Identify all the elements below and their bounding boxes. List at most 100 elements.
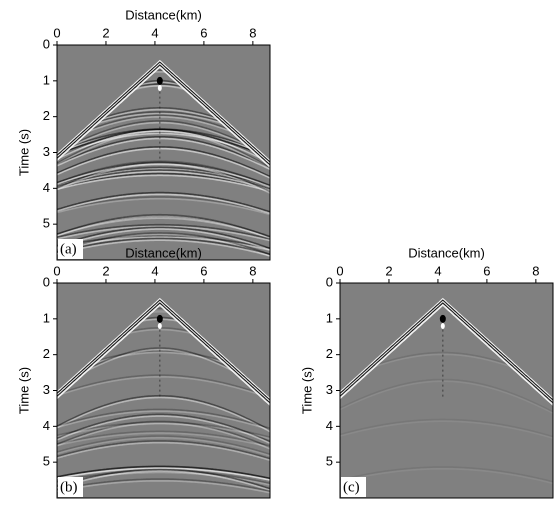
y-axis-title: Time (s) xyxy=(299,367,314,414)
reflection xyxy=(57,170,270,191)
reflection xyxy=(57,441,270,462)
x-tick-label: 8 xyxy=(249,25,256,40)
y-tick-label: 5 xyxy=(43,454,50,469)
x-tick-label: 2 xyxy=(102,263,109,278)
reflection xyxy=(81,347,239,374)
y-tick-label: 3 xyxy=(43,144,50,159)
reflection xyxy=(57,174,270,193)
reflection xyxy=(57,415,270,445)
reflection xyxy=(57,146,270,178)
reflection xyxy=(57,467,270,481)
reflection xyxy=(57,239,270,257)
y-tick-label: 0 xyxy=(326,274,333,289)
x-tick-label: 0 xyxy=(53,25,60,40)
x-tick-label: 6 xyxy=(483,263,490,278)
seismic-image xyxy=(57,283,270,498)
reflection xyxy=(57,410,270,431)
reflection xyxy=(57,423,270,440)
reflection xyxy=(57,236,270,252)
reflection xyxy=(57,422,270,450)
y-tick-label: 5 xyxy=(326,454,333,469)
x-tick-label: 4 xyxy=(151,263,158,278)
reflection xyxy=(57,234,270,250)
reflection xyxy=(91,112,229,126)
image-background xyxy=(57,45,270,260)
reflection xyxy=(340,467,553,485)
x-tick-label: 8 xyxy=(532,263,539,278)
reflection xyxy=(57,166,270,188)
reflection xyxy=(370,351,516,368)
x-tick-label: 0 xyxy=(53,263,60,278)
direct-wave xyxy=(57,302,270,405)
y-tick-label: 2 xyxy=(326,346,333,361)
reflection xyxy=(57,435,270,456)
direct-wave xyxy=(340,303,553,407)
reflection xyxy=(57,232,270,256)
x-tick-label: 2 xyxy=(385,263,392,278)
direct-wave xyxy=(340,297,553,401)
direct-wave xyxy=(340,299,553,402)
reflection xyxy=(367,353,518,370)
reflection xyxy=(57,225,270,242)
seismic-image xyxy=(340,283,553,498)
x-tick-label: 2 xyxy=(102,25,109,40)
reflection xyxy=(57,421,270,438)
panel-label: (a) xyxy=(60,241,77,257)
reflection xyxy=(57,161,270,193)
reflection xyxy=(57,161,270,187)
image-background xyxy=(57,283,270,498)
reflection xyxy=(340,380,553,415)
x-tick-label: 4 xyxy=(434,263,441,278)
x-tick-label: 0 xyxy=(336,263,343,278)
reflection xyxy=(57,468,270,490)
image-background xyxy=(340,283,553,498)
reflection xyxy=(57,467,270,481)
panel-label: (c) xyxy=(343,479,360,495)
y-tick-label: 3 xyxy=(326,382,333,397)
direct-wave xyxy=(57,300,270,404)
y-tick-label: 0 xyxy=(43,36,50,51)
reflection xyxy=(57,226,270,250)
x-axis-title: Distance(km) xyxy=(125,7,202,22)
reflection xyxy=(340,378,553,413)
reflection xyxy=(57,430,270,447)
direct-wave xyxy=(57,297,270,401)
x-tick-label: 4 xyxy=(151,25,158,40)
y-axis-title: Time (s) xyxy=(16,367,31,414)
y-tick-label: 2 xyxy=(43,108,50,123)
reflection xyxy=(57,130,270,163)
reflection xyxy=(57,228,270,251)
y-tick-label: 5 xyxy=(43,216,50,231)
reflection xyxy=(57,465,270,480)
reflection xyxy=(57,394,270,432)
apex-event xyxy=(156,314,163,323)
reflection xyxy=(57,470,270,492)
apex-event xyxy=(439,314,446,323)
reflection xyxy=(57,432,270,449)
reflection xyxy=(57,223,270,240)
reflection xyxy=(340,466,553,483)
reflection xyxy=(57,160,270,187)
y-tick-label: 0 xyxy=(43,274,50,289)
reflection xyxy=(57,128,266,160)
reflection xyxy=(57,162,270,188)
reflection xyxy=(57,130,264,158)
apex-event xyxy=(157,85,162,91)
reflection xyxy=(57,420,270,449)
y-tick-label: 4 xyxy=(43,418,50,433)
direct-wave xyxy=(57,61,270,164)
x-axis-title: Distance(km) xyxy=(125,245,202,260)
direct-wave xyxy=(57,59,270,163)
reflection xyxy=(57,136,270,169)
reflection xyxy=(67,120,252,148)
reflection xyxy=(57,197,270,216)
reflection xyxy=(57,193,270,215)
panel-label-box xyxy=(341,477,366,497)
reflection xyxy=(57,237,270,256)
reflection xyxy=(57,471,270,486)
y-tick-label: 2 xyxy=(43,346,50,361)
direct-wave xyxy=(57,65,270,169)
reflection xyxy=(57,469,270,485)
reflection xyxy=(57,478,270,492)
